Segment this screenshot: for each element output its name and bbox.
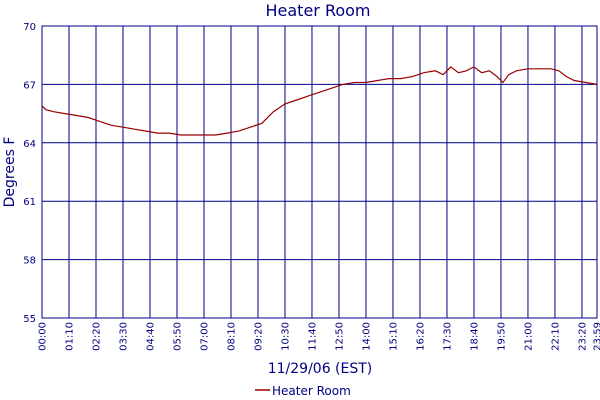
x-tick-label: 05:50 xyxy=(172,322,183,351)
x-tick-label: 16:20 xyxy=(415,322,426,351)
y-tick-label: 70 xyxy=(23,22,36,33)
x-tick-label: 14:00 xyxy=(361,322,372,351)
legend: Heater Room xyxy=(255,384,351,398)
x-tick-label: 22:10 xyxy=(550,322,561,351)
y-tick-label: 64 xyxy=(23,139,36,150)
y-tick-label: 58 xyxy=(23,256,36,267)
x-tick-label: 21:00 xyxy=(523,322,534,351)
x-tick-label: 12:50 xyxy=(334,322,345,351)
chart-title: Heater Room xyxy=(265,1,370,20)
x-tick-label: 15:10 xyxy=(388,322,399,351)
x-tick-label: 07:00 xyxy=(199,322,210,351)
x-axis-label: 11/29/06 (EST) xyxy=(268,361,373,377)
x-tick-label: 23:59 xyxy=(593,322,600,351)
y-axis-label: Degrees F xyxy=(2,137,18,208)
x-axis-ticks: 00:00 01:10 02:20 03:30 04:40 05:50 07:00 08:10… xyxy=(38,322,600,351)
legend-label: Heater Room xyxy=(272,384,351,398)
y-axis-ticks: 55 58 61 64 67 70 xyxy=(23,22,36,325)
x-tick-label: 10:30 xyxy=(280,322,291,351)
x-tick-label: 00:00 xyxy=(38,322,49,351)
plot-area xyxy=(41,25,598,319)
series-line-heater-room xyxy=(41,66,598,136)
y-tick-label: 55 xyxy=(23,314,36,325)
x-tick-label: 18:40 xyxy=(469,322,480,351)
y-tick-label: 61 xyxy=(23,197,36,208)
x-tick-label: 23:20 xyxy=(577,322,588,351)
x-tick-label: 19:50 xyxy=(496,322,507,351)
x-tick-label: 02:20 xyxy=(91,322,102,351)
x-tick-label: 01:10 xyxy=(64,322,75,351)
y-tick-label: 67 xyxy=(23,80,36,91)
x-tick-label: 17:30 xyxy=(442,322,453,351)
x-tick-label: 11:40 xyxy=(307,322,318,351)
x-tick-label: 03:30 xyxy=(118,322,129,351)
x-tick-label: 04:40 xyxy=(145,322,156,351)
grid xyxy=(41,25,598,319)
x-tick-label: 08:10 xyxy=(226,322,237,351)
series-layer xyxy=(41,66,598,136)
x-tick-label: 09:20 xyxy=(253,322,264,351)
